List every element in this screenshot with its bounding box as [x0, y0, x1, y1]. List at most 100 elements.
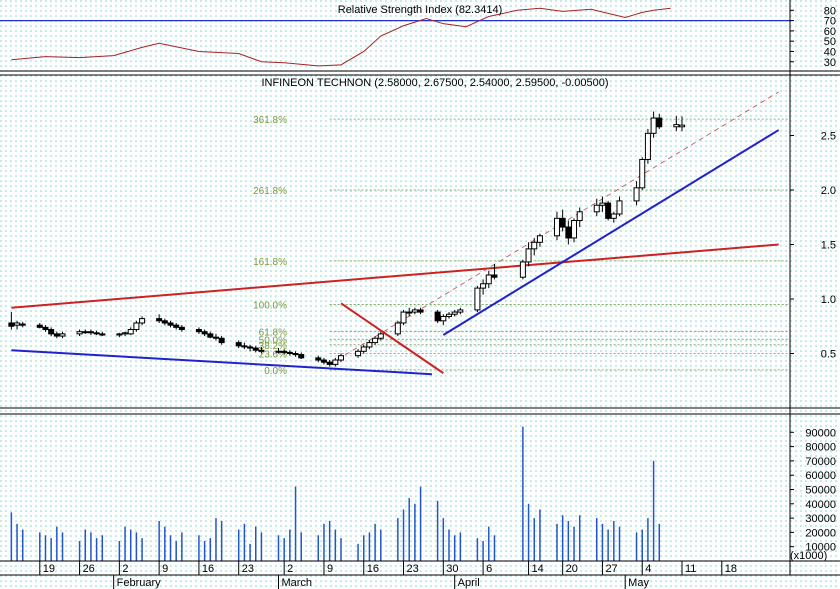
candle-body [616, 200, 623, 215]
candle-body [639, 158, 646, 189]
fib-level-label: 50.0% [259, 335, 287, 346]
candle-body [531, 241, 538, 250]
fib-level-label: 61.8% [259, 328, 287, 339]
x-day-label: 2 [122, 563, 128, 575]
candle-body [605, 202, 612, 219]
x-day-label: 18 [725, 563, 737, 575]
candle-body [451, 311, 458, 315]
candle-body [332, 359, 339, 365]
candle-body [656, 117, 663, 128]
x-day-label: 11 [685, 563, 696, 575]
candle-body [474, 287, 481, 311]
x-month-label: February [117, 577, 162, 589]
x-month-label: March [281, 577, 312, 589]
candle-body [650, 117, 657, 134]
candle-body [644, 132, 651, 160]
volume-tick-label: 20000 [805, 527, 836, 539]
candle-body [565, 226, 572, 239]
x-day-label: 9 [327, 563, 333, 575]
candle-body [82, 331, 89, 334]
candle-body [440, 315, 447, 322]
candle-body [218, 337, 225, 344]
candle-body [14, 322, 21, 326]
candle-body [320, 359, 327, 363]
candle-body [599, 202, 606, 206]
candle-body [48, 329, 55, 335]
candle-body [406, 311, 413, 314]
candle-body [519, 261, 526, 278]
candle-body [633, 187, 640, 202]
trend-line [442, 129, 780, 336]
rsi-tick-label: 40 [824, 46, 836, 58]
volume-tick-label: 60000 [805, 470, 836, 482]
candle-body [286, 351, 293, 355]
candle-body [298, 354, 305, 359]
candle-body [679, 124, 686, 128]
x-day-label: 4 [645, 563, 651, 575]
price-tick-label: 1.0 [821, 294, 836, 306]
fib-level-label: 161.8% [253, 257, 287, 268]
rsi-series-line [11, 7, 671, 67]
candle-body [480, 283, 487, 289]
candle-body [36, 324, 43, 328]
candle-body [19, 323, 26, 326]
volume-unit-label: (x1000) [790, 550, 827, 562]
candle-body [167, 322, 174, 326]
rsi-title: Relative Strength Index (82.3414) [338, 4, 503, 16]
candle-body [42, 326, 49, 331]
candle-body [355, 350, 362, 357]
candle-body [292, 353, 299, 356]
x-month-label: April [458, 577, 480, 589]
candle-body [8, 322, 15, 327]
volume-tick-label: 30000 [805, 513, 836, 525]
candle-body [173, 324, 180, 328]
x-day-label: 23 [407, 563, 419, 575]
fib-level-label: 23.6% [259, 350, 287, 361]
candle-body [326, 361, 333, 365]
candle-body [281, 350, 288, 353]
candle-body [673, 124, 680, 128]
x-day-label: 16 [202, 563, 214, 575]
candle-body [525, 248, 532, 263]
x-day-label: 2 [287, 563, 293, 575]
candle-body [485, 274, 492, 285]
candle-body [411, 309, 418, 313]
candle-body [366, 342, 373, 348]
x-day-label: 19 [43, 563, 55, 575]
candle-body [99, 333, 106, 336]
candle-body [87, 331, 94, 334]
candle-body [338, 355, 345, 361]
price-panel: 0.5 1.0 1.5 2.0 2.5 0.0% 23.6%38.2%50.0%61.8% 1… [8, 91, 836, 377]
trend-line [11, 349, 432, 376]
x-day-label: 27 [605, 563, 617, 575]
fib-level-label: 0.0% [264, 366, 287, 377]
candle-body [610, 213, 617, 219]
candle-body [156, 318, 163, 322]
volume-tick-label: 70000 [805, 456, 836, 468]
candle-body [241, 345, 248, 348]
fib-level-label: 100.0% [253, 300, 287, 311]
candle-body [212, 336, 219, 339]
trend-line [340, 302, 444, 374]
volume-tick-label: 80000 [805, 442, 836, 454]
candle-body [571, 220, 578, 239]
rsi-tick-label: 70 [824, 16, 836, 28]
candle-body [360, 346, 367, 352]
candle-body [372, 337, 379, 344]
trend-line [11, 243, 779, 309]
candle-body [417, 309, 424, 313]
candle-body [275, 350, 282, 353]
volume-tick-label: 50000 [805, 485, 836, 497]
price-title: INFINEON TECHNON (2.58000, 2.67500, 2.54… [261, 77, 608, 89]
candle-body [559, 217, 566, 228]
candle-body [116, 333, 123, 336]
candle-body [122, 332, 129, 335]
candle-body [133, 322, 140, 331]
candle-body [201, 331, 208, 335]
candle-body [434, 311, 441, 322]
candle-body [576, 211, 583, 222]
fib-level-label: 261.8% [253, 186, 287, 197]
